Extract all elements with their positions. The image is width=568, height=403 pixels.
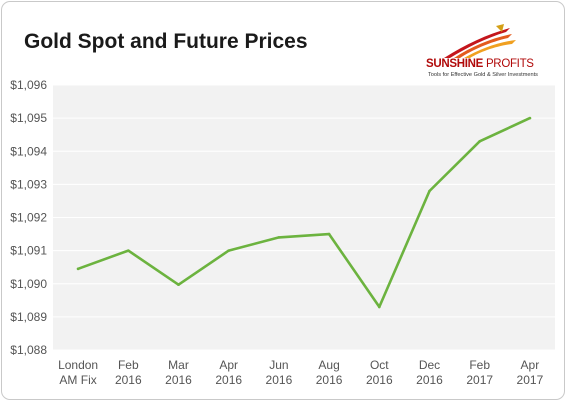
x-tick-label: Aug	[318, 358, 339, 372]
data-point	[428, 189, 431, 193]
data-point	[378, 305, 381, 309]
x-tick-label: London	[58, 358, 98, 372]
data-point	[478, 140, 482, 143]
logo-tagline: Tools for Effective Gold & Silver Invest…	[428, 72, 538, 78]
y-tick-label: $1,089	[10, 310, 47, 324]
y-tick-label: $1,095	[10, 111, 47, 125]
x-tick-label: 2016	[215, 373, 242, 387]
data-point	[528, 116, 532, 120]
sunshine-profits-logo: SUNSHINE PROFITS Tools for Effective Gol…	[426, 22, 548, 84]
y-tick-label: $1,096	[10, 78, 47, 92]
y-tick-label: $1,088	[10, 343, 47, 357]
data-point	[277, 236, 281, 239]
data-point	[127, 249, 130, 252]
x-tick-label: 2016	[416, 373, 443, 387]
data-point	[327, 232, 331, 236]
x-tick-label: Apr	[521, 358, 540, 372]
data-point	[227, 249, 230, 252]
x-tick-label: 2017	[466, 373, 493, 387]
x-tick-label: 2017	[517, 373, 544, 387]
chart-title: Gold Spot and Future Prices	[24, 30, 308, 53]
y-tick-label: $1,094	[10, 144, 47, 158]
x-tick-label: 2016	[316, 373, 343, 387]
x-tick-label: 2016	[266, 373, 293, 387]
x-tick-label: 2016	[165, 373, 192, 387]
x-tick-label: 2016	[115, 373, 142, 387]
x-tick-label: Oct	[370, 358, 389, 372]
data-point	[76, 267, 80, 271]
logo-swoosh-icon	[444, 24, 516, 58]
logo-name-light: PROFITS	[485, 58, 534, 70]
x-tick-label: AM Fix	[59, 373, 96, 387]
data-point	[177, 283, 180, 287]
x-tick-label: Feb	[469, 358, 490, 372]
x-tick-label: Mar	[168, 358, 189, 372]
x-tick-label: Feb	[118, 358, 139, 372]
y-tick-label: $1,092	[10, 211, 47, 225]
y-tick-label: $1,091	[10, 244, 47, 258]
x-tick-label: Apr	[219, 358, 238, 372]
y-tick-label: $1,093	[10, 177, 47, 191]
logo-name-bold: SUNSHINE	[426, 58, 484, 70]
x-tick-label: Dec	[419, 358, 440, 372]
series-line	[76, 116, 532, 309]
y-tick-label: $1,090	[10, 277, 47, 291]
x-tick-label: 2016	[366, 373, 393, 387]
x-tick-label: Jun	[269, 358, 288, 372]
